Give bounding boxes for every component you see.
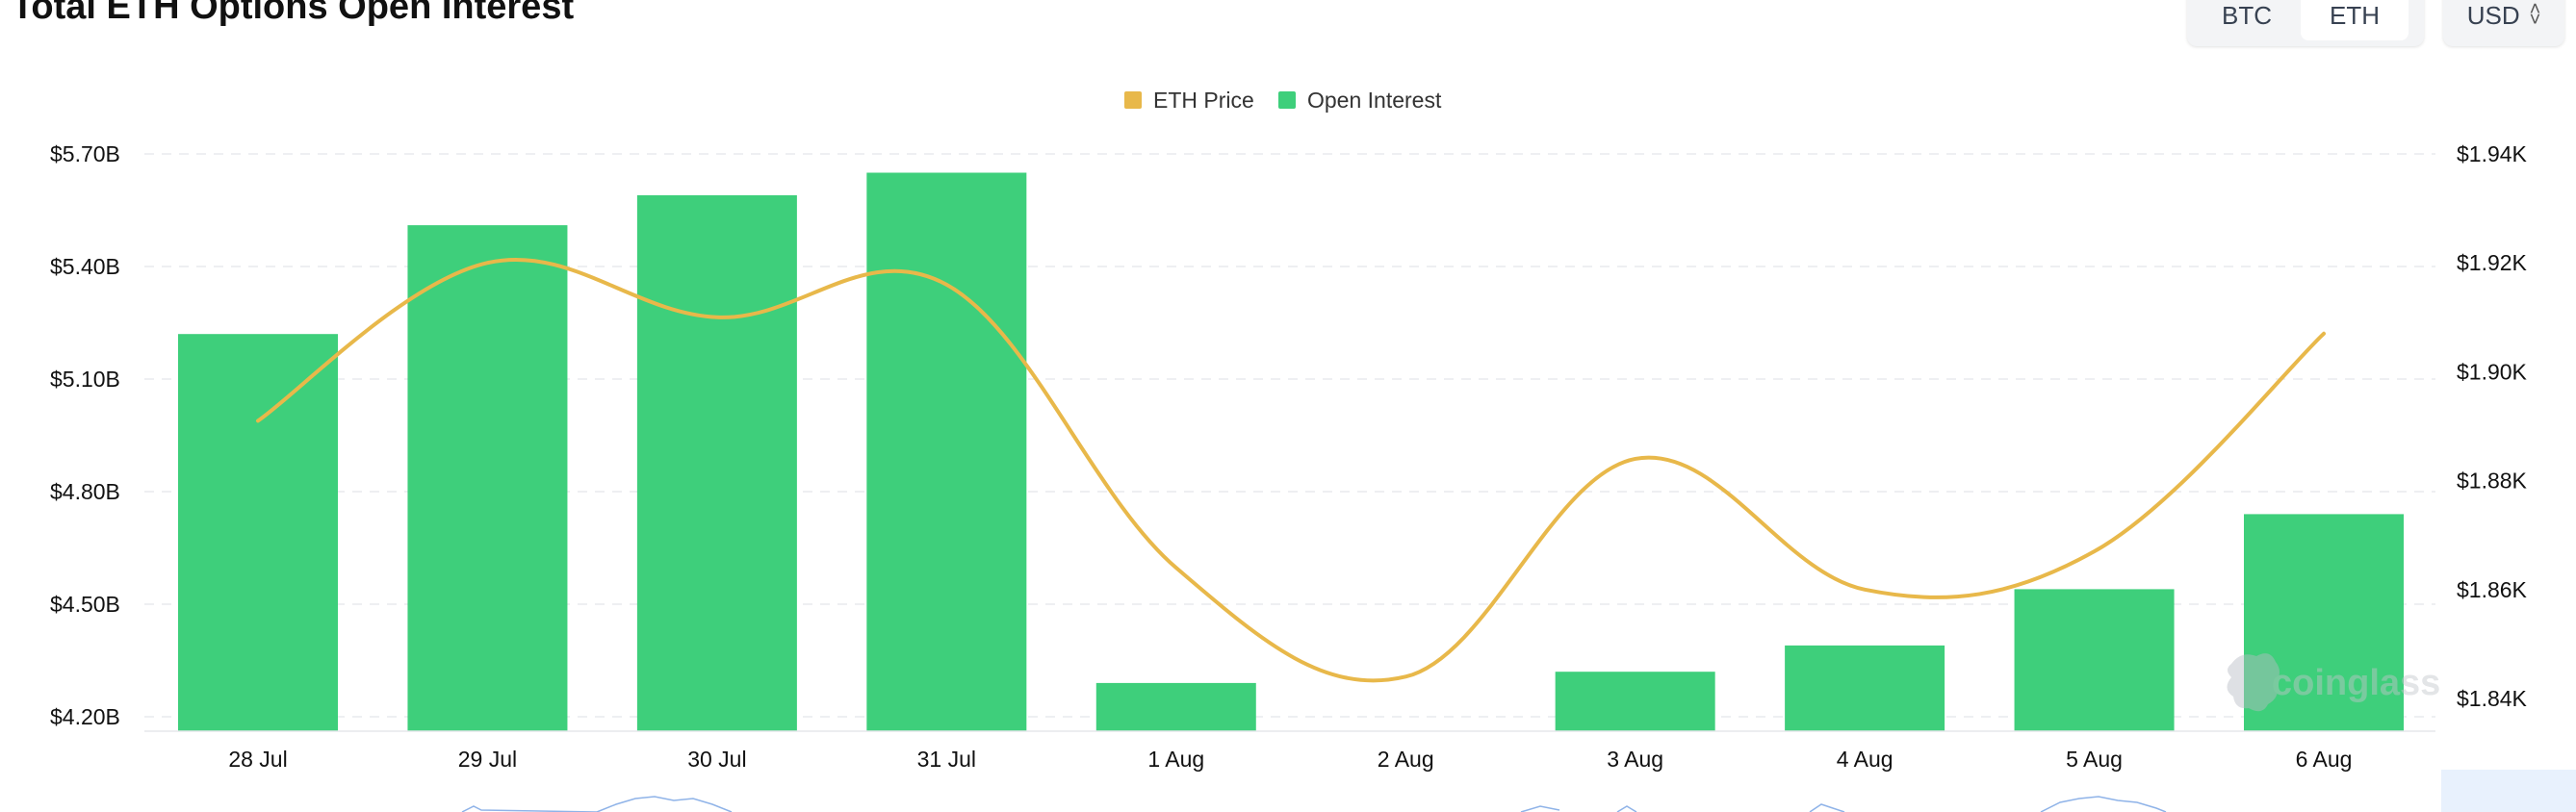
eth-price-line[interactable] — [256, 257, 2326, 683]
right-axis-tick-label: $1.86K — [2457, 577, 2528, 602]
chart-legend: ETH Price Open Interest — [1124, 88, 1442, 113]
currency-select[interactable]: USD ˄ ˅ — [2443, 0, 2564, 46]
x-axis-tick-label: 6 Aug — [2296, 747, 2353, 772]
asset-toggle: BTC ETH — [2187, 0, 2424, 46]
x-axis-tick-label: 29 Jul — [458, 747, 517, 772]
watermark-text: coinglass — [2272, 663, 2440, 703]
bar-open-interest[interactable] — [1095, 682, 1256, 731]
right-axis-tick-label: $1.84K — [2457, 686, 2528, 711]
legend-swatch-open-interest — [1278, 91, 1296, 109]
bar-open-interest[interactable] — [866, 172, 1027, 732]
bar-open-interest[interactable] — [636, 194, 797, 731]
chevron-up-down-icon: ˄ ˅ — [2529, 0, 2541, 31]
legend-label-open-interest: Open Interest — [1307, 88, 1442, 113]
right-axis-tick-label: $1.90K — [2457, 359, 2528, 384]
x-axis-tick-label: 3 Aug — [1607, 747, 1663, 772]
left-axis-tick-label: $4.80B — [50, 479, 120, 504]
left-axis-tick-label: $4.50B — [50, 592, 120, 617]
bar-open-interest[interactable] — [1785, 645, 1945, 731]
slider-handle[interactable] — [2441, 770, 2576, 812]
slider-preview-wave — [461, 796, 2167, 812]
range-slider[interactable] — [461, 770, 2576, 812]
legend-swatch-eth-price — [1124, 91, 1142, 109]
bar-open-interest[interactable] — [178, 334, 338, 731]
bar-open-interest[interactable] — [1555, 672, 1715, 731]
bar-open-interest[interactable] — [2014, 589, 2175, 731]
legend-item-eth-price[interactable]: ETH Price — [1124, 88, 1254, 113]
left-axis-tick-label: $5.40B — [50, 254, 120, 279]
coinglass-logo-icon — [2227, 653, 2280, 712]
right-axis-tick-label: $1.94K — [2457, 141, 2528, 166]
bar-open-interest[interactable] — [2244, 514, 2404, 731]
bar-open-interest[interactable] — [407, 225, 568, 732]
left-axis-tick-label: $5.70B — [50, 141, 120, 166]
currency-value: USD — [2466, 0, 2520, 30]
x-axis-tick-label: 4 Aug — [1837, 747, 1893, 772]
right-axis-tick-label: $1.92K — [2457, 250, 2528, 275]
line-series — [256, 257, 2326, 683]
x-axis-tick-label: 30 Jul — [687, 747, 746, 772]
axes: $5.70B $5.40B $5.10B $4.80B $4.50B $4.20B $1.9… — [50, 141, 2528, 772]
watermark: coinglass — [2227, 653, 2440, 712]
x-axis-tick-label: 1 Aug — [1147, 747, 1204, 772]
x-axis-tick-label: 2 Aug — [1378, 747, 1434, 772]
bar-series — [178, 172, 2404, 732]
right-axis-tick-label: $1.88K — [2457, 469, 2528, 494]
x-axis-tick-label: 5 Aug — [2066, 747, 2123, 772]
legend-label-eth-price: ETH Price — [1153, 88, 1254, 113]
page-title: Total ETH Options Open Interest — [12, 0, 575, 27]
tab-btc[interactable]: BTC — [2222, 0, 2272, 30]
left-axis-tick-label: $4.20B — [50, 704, 120, 729]
legend-item-open-interest[interactable]: Open Interest — [1278, 88, 1442, 113]
tab-eth[interactable]: ETH — [2301, 0, 2409, 40]
x-axis-tick-label: 28 Jul — [228, 747, 287, 772]
x-axis-tick-label: 31 Jul — [917, 747, 976, 772]
left-axis-tick-label: $5.10B — [50, 367, 120, 392]
